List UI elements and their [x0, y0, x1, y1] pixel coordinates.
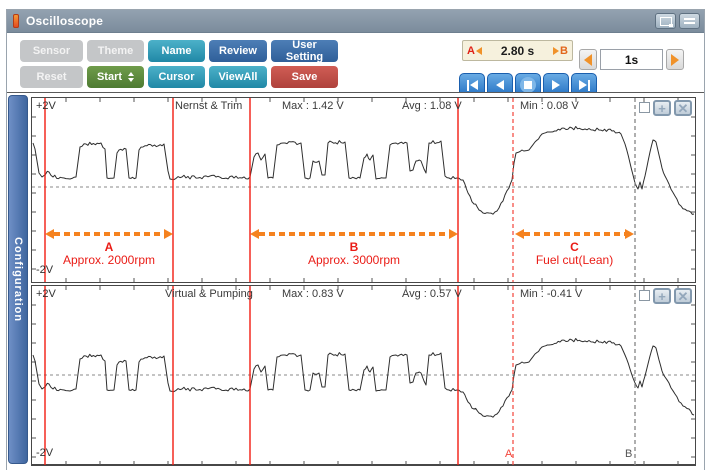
range-arrow: [515, 229, 634, 239]
annotation-region-b: B Approx. 3000rpm: [250, 229, 458, 269]
cursor-a-marker[interactable]: A: [467, 44, 475, 57]
close-panel-button[interactable]: ✕: [674, 288, 692, 304]
channel-checkbox[interactable]: [639, 102, 650, 113]
theme-button[interactable]: Theme: [87, 40, 144, 62]
viewall-button-label: ViewAll: [218, 71, 258, 83]
review-button-label: Review: [219, 45, 257, 57]
timebase-decrease-button[interactable]: [579, 49, 597, 70]
viewall-button[interactable]: ViewAll: [209, 66, 267, 88]
app-icon: [13, 14, 19, 28]
configuration-tab-label: Configuration: [12, 236, 24, 323]
cursor-button[interactable]: Cursor: [148, 66, 205, 88]
timebase-input[interactable]: [600, 49, 663, 70]
start-button-label: Start: [96, 71, 123, 83]
arrow-left-icon: [250, 229, 259, 239]
start-spinner-icon: [128, 72, 135, 82]
min-readout: Min : -0.41 V: [520, 288, 583, 300]
annotation-text: Approx. 2000rpm: [62, 253, 156, 267]
cursor-b-label: B: [625, 448, 633, 460]
restore-window-button[interactable]: [655, 13, 676, 29]
reset-button-label: Reset: [36, 71, 67, 83]
y-max-label: +2V: [36, 100, 56, 112]
range-arrow: [45, 229, 173, 239]
cursor-a-label: A: [505, 448, 513, 460]
waveform-plot-bottom[interactable]: [32, 286, 695, 465]
play-icon: [552, 80, 560, 90]
sensor-button[interactable]: Sensor: [20, 40, 83, 62]
review-button[interactable]: Review: [209, 40, 267, 62]
min-readout: Min : 0.08 V: [520, 100, 579, 112]
annotation-letter: A: [104, 240, 114, 254]
cursor-b-marker[interactable]: B: [560, 44, 568, 57]
right-arrow-icon: [671, 53, 679, 66]
scope-panel-nernst-trim: +2V -2V Nernst & Trim Max : 1.42 V Avg :…: [31, 97, 696, 283]
start-button[interactable]: Start: [87, 66, 144, 88]
max-readout: Max : 1.42 V: [282, 100, 344, 112]
play-back-icon: [496, 80, 504, 90]
name-button-label: Name: [161, 45, 192, 57]
restore-window-icon: [659, 16, 673, 27]
y-min-label: -2V: [36, 264, 54, 276]
left-arrow-icon: [584, 53, 592, 66]
annotation-region-a: A Approx. 2000rpm: [45, 229, 173, 269]
ab-interval-value: 2.80 s: [500, 43, 535, 58]
sensor-button-label: Sensor: [32, 45, 71, 57]
avg-readout: Avg : 0.57 V: [402, 288, 462, 300]
stop-icon: [520, 77, 536, 93]
title-bar: Oscilloscope: [7, 10, 704, 33]
b-right-arrow-icon[interactable]: [553, 46, 560, 55]
theme-button-label: Theme: [97, 45, 134, 57]
expand-panel-button[interactable]: +: [653, 100, 671, 116]
save-button[interactable]: Save: [271, 66, 338, 88]
name-button[interactable]: Name: [148, 40, 205, 62]
arrow-left-icon: [515, 229, 524, 239]
arrow-right-icon: [164, 229, 173, 239]
skip-end-triangle-icon: [578, 80, 587, 90]
window-buttons: [655, 13, 700, 29]
waveform-plot-top[interactable]: [32, 98, 695, 282]
annotation-region-c: C Fuel cut(Lean): [515, 229, 634, 269]
ab-interval-display: A 2.80 s B: [462, 40, 573, 61]
user-setting-button-label: User Setting: [285, 39, 324, 63]
oscilloscope-window: Oscilloscope Sensor Theme Name Review Us…: [6, 9, 705, 472]
avg-readout: Avg : 1.08 V: [402, 100, 462, 112]
channel-checkbox[interactable]: [639, 290, 650, 301]
save-button-label: Save: [291, 71, 318, 83]
annotation-text: Approx. 3000rpm: [307, 253, 401, 267]
annotation-letter: C: [570, 240, 579, 254]
chart-workspace: Configuration +2V -2V Nernst & Trim Max …: [7, 92, 704, 472]
max-readout: Max : 0.83 V: [282, 288, 344, 300]
range-arrow: [250, 229, 458, 239]
y-min-label: -2V: [36, 447, 54, 459]
skip-end-icon: [587, 79, 590, 91]
cursor-button-label: Cursor: [158, 71, 195, 83]
arrow-right-icon: [625, 229, 634, 239]
arrow-left-icon: [45, 229, 54, 239]
timebase-increase-button[interactable]: [666, 49, 684, 70]
annotation-text: Fuel cut(Lean): [535, 253, 614, 267]
close-panel-button[interactable]: ✕: [674, 100, 692, 116]
arrow-right-icon: [449, 229, 458, 239]
channel-name: Nernst & Trim: [175, 100, 243, 112]
channel-name: Virtual & Pumping: [165, 288, 253, 300]
skip-start-icon: [466, 79, 469, 91]
annotation-letter: B: [349, 240, 359, 254]
user-setting-button[interactable]: User Setting: [271, 39, 338, 63]
minimize-window-button[interactable]: [679, 13, 700, 29]
skip-start-triangle-icon: [469, 80, 478, 90]
configuration-tab[interactable]: Configuration: [8, 95, 28, 464]
expand-panel-button[interactable]: +: [653, 288, 671, 304]
reset-button[interactable]: Reset: [20, 66, 83, 88]
y-max-label: +2V: [36, 288, 56, 300]
minimize-window-icon: [684, 18, 695, 24]
a-left-arrow-icon[interactable]: [475, 46, 482, 55]
window-title: Oscilloscope: [26, 14, 104, 28]
scope-panel-virtual-pumping: +2V -2V Virtual & Pumping Max : 0.83 V A…: [31, 285, 696, 466]
